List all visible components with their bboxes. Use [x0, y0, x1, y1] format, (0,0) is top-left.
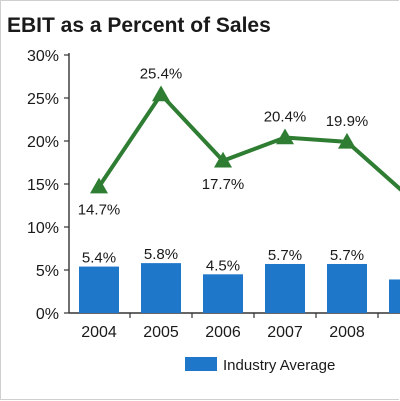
line-path	[97, 91, 400, 192]
legend-swatch	[185, 357, 217, 371]
legend: Industry Average	[185, 357, 335, 374]
bar-data-label: 5.4%	[82, 250, 116, 267]
bar-series: 5.4%5.8%4.5%5.7%5.7%3.	[79, 246, 400, 313]
y-tick-label: 15%	[27, 177, 59, 194]
y-tick-label: 30%	[27, 48, 59, 65]
y-tick-label: 0%	[36, 306, 59, 323]
line-marker	[152, 85, 170, 102]
y-tick-label: 25%	[27, 91, 59, 108]
bar-data-label: 5.8%	[144, 246, 178, 263]
x-tick-label: 2007	[267, 324, 303, 341]
bar	[265, 263, 305, 313]
legend-label: Industry Average	[223, 357, 335, 374]
y-tick-label: 5%	[36, 263, 59, 280]
x-tick-label: 2005	[143, 324, 179, 341]
x-tick-label: 2006	[205, 324, 241, 341]
bar	[203, 274, 243, 313]
x-tick-label: 2008	[329, 324, 365, 341]
line-data-label: 25.4%	[140, 66, 183, 83]
bar-data-label: 5.7%	[330, 247, 364, 264]
axes: 0% 5% 10% 15% 20% 25% 30% 2004 2005 2006 2007 2008 2…	[27, 48, 400, 341]
bar-data-label: 4.5%	[206, 257, 240, 274]
chart-title: EBIT as a Percent of Sales	[7, 14, 271, 37]
line-marker	[90, 177, 108, 194]
line-data-label: 17.7%	[202, 176, 245, 193]
line-data-label: 19.9%	[326, 113, 369, 130]
y-tick-label: 20%	[27, 134, 59, 151]
line-data-label: 14.7%	[78, 202, 121, 219]
x-tick-label: 2004	[81, 324, 117, 341]
bar	[389, 279, 400, 313]
bar	[79, 266, 119, 313]
line-marker	[214, 151, 232, 168]
y-tick-label: 10%	[27, 220, 59, 237]
line-series: 14.7%25.4%17.7%20.4%19.9%13	[78, 66, 400, 219]
bar-data-label: 5.7%	[268, 247, 302, 264]
bar	[327, 263, 367, 313]
line-marker	[338, 132, 356, 149]
line-data-label: 20.4%	[264, 109, 307, 126]
line-marker	[276, 128, 294, 145]
bar	[141, 263, 181, 313]
